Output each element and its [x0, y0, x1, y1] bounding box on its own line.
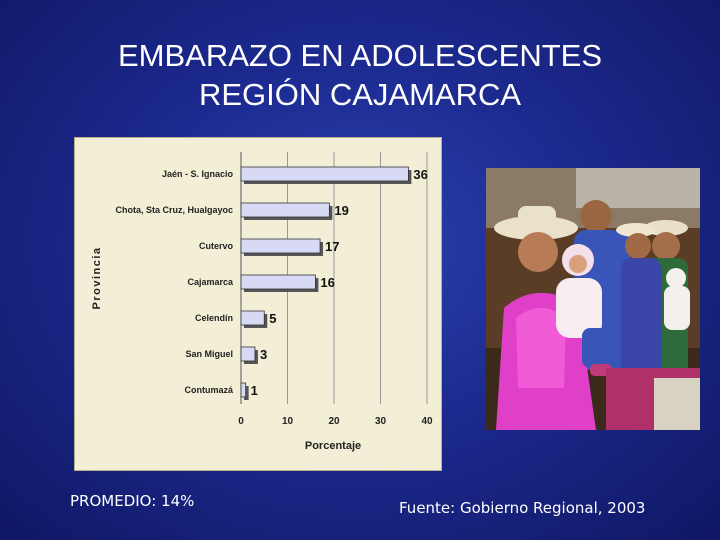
x-tick-label: 20 [328, 416, 340, 427]
x-tick-label: 30 [375, 416, 387, 427]
x-tick-label: 10 [282, 416, 294, 427]
title-line-2: REGIÓN CAJAMARCA [198, 77, 522, 112]
data-label: 16 [320, 275, 334, 290]
bar [240, 310, 265, 326]
y-axis-label: Provincia [91, 246, 103, 309]
photo-icon [486, 168, 700, 430]
y-tick-label: Celendín [195, 313, 233, 323]
source-label: Fuente: Gobierno Regional, 2003 [399, 499, 646, 517]
slide-title: EMBARAZO EN ADOLESCENTES REGIÓN CAJAMARC… [0, 36, 720, 114]
bar-chart-panel: 0 10 20 30 40 Jaén - S. Ignacio 36 Chota, Sta C… [74, 137, 442, 471]
y-tick-label: Chota, Sta Cruz, Hualgayoc [115, 205, 233, 215]
data-label: 19 [334, 203, 348, 218]
data-label: 3 [260, 347, 267, 362]
data-label: 5 [269, 311, 276, 326]
y-tick-label: Jaén - S. Ignacio [162, 169, 234, 179]
data-label: 1 [251, 383, 258, 398]
bar [240, 274, 316, 290]
bar [240, 238, 321, 254]
y-tick-label: Cutervo [199, 241, 234, 251]
data-label: 17 [325, 239, 339, 254]
bar [240, 166, 409, 182]
bar [240, 202, 330, 218]
photo-women-with-babies [486, 168, 700, 430]
bar [240, 346, 256, 362]
data-label: 36 [413, 167, 427, 182]
x-axis-label: Porcentaje [305, 440, 361, 452]
x-tick-label: 40 [421, 416, 433, 427]
y-tick-label: San Miguel [185, 349, 233, 359]
bar [240, 382, 247, 398]
y-tick-label: Contumazá [184, 385, 233, 395]
bar-shadow [244, 386, 249, 400]
promedio-label: PROMEDIO: 14% [70, 492, 195, 510]
bar-chart: 0 10 20 30 40 Jaén - S. Ignacio 36 Chota, Sta C… [91, 152, 433, 452]
title-line-1: EMBARAZO EN ADOLESCENTES [117, 38, 603, 73]
y-tick-label: Cajamarca [187, 277, 234, 287]
x-tick-label: 0 [238, 416, 244, 427]
